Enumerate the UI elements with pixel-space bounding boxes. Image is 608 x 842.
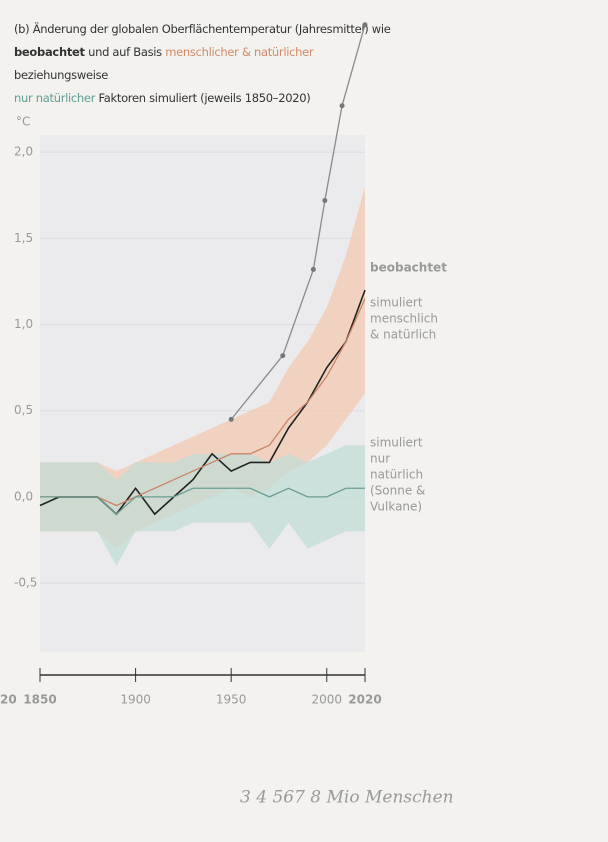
point [228,416,234,422]
point [322,197,328,203]
x-tick-label: 1950 [216,693,247,707]
point [362,22,368,28]
title-part: beobachtet [14,45,85,59]
legend-label: & natürlich [370,328,436,342]
title-part: nur natürlicher [14,91,96,105]
y-tick-label: 1,5 [14,231,33,245]
series-line [40,487,365,516]
title-part: beziehungsweise [14,68,109,82]
point [339,103,345,109]
legend-label: simuliert [370,436,423,450]
handwritten-note: 3 4 567 8 Mio Menschen [240,788,454,808]
uncertainty-band [40,445,365,566]
y-tick-label: -0,5 [14,576,37,590]
chart-title: (b) Änderung der globalen Oberflächentem… [14,18,394,110]
point [280,353,286,359]
y-tick-label: 1,0 [14,317,33,331]
legend-label: menschlich [370,312,438,326]
legend-label: (Sonne & [370,484,425,498]
point [310,266,316,272]
y-unit: °C [16,115,30,129]
series-line [230,24,366,420]
legend-label: natürlich [370,468,423,482]
x-tick-label: 2020 [348,693,381,707]
title-part: (b) Änderung der globalen Oberflächentem… [14,22,391,36]
title-part: und auf Basis [84,45,166,59]
x-tick-label: 1900 [120,693,151,707]
annotation: 20 [0,693,17,707]
y-tick-label: 0,0 [14,489,33,503]
y-tick-label: 0,5 [14,403,33,417]
y-tick-label: 2,0 [14,145,33,159]
title-part: menschlicher & natürlicher [165,45,314,59]
legend-label: simuliert [370,296,423,310]
legend-label: beobachtet [370,261,447,275]
legend-label: Vulkane) [370,500,422,514]
x-tick-label: 2000 [311,693,342,707]
title-part: Faktoren simuliert (jeweils 1850–2020) [95,91,311,105]
x-tick-label: 1850 [23,693,56,707]
legend-label: nur [370,452,390,466]
